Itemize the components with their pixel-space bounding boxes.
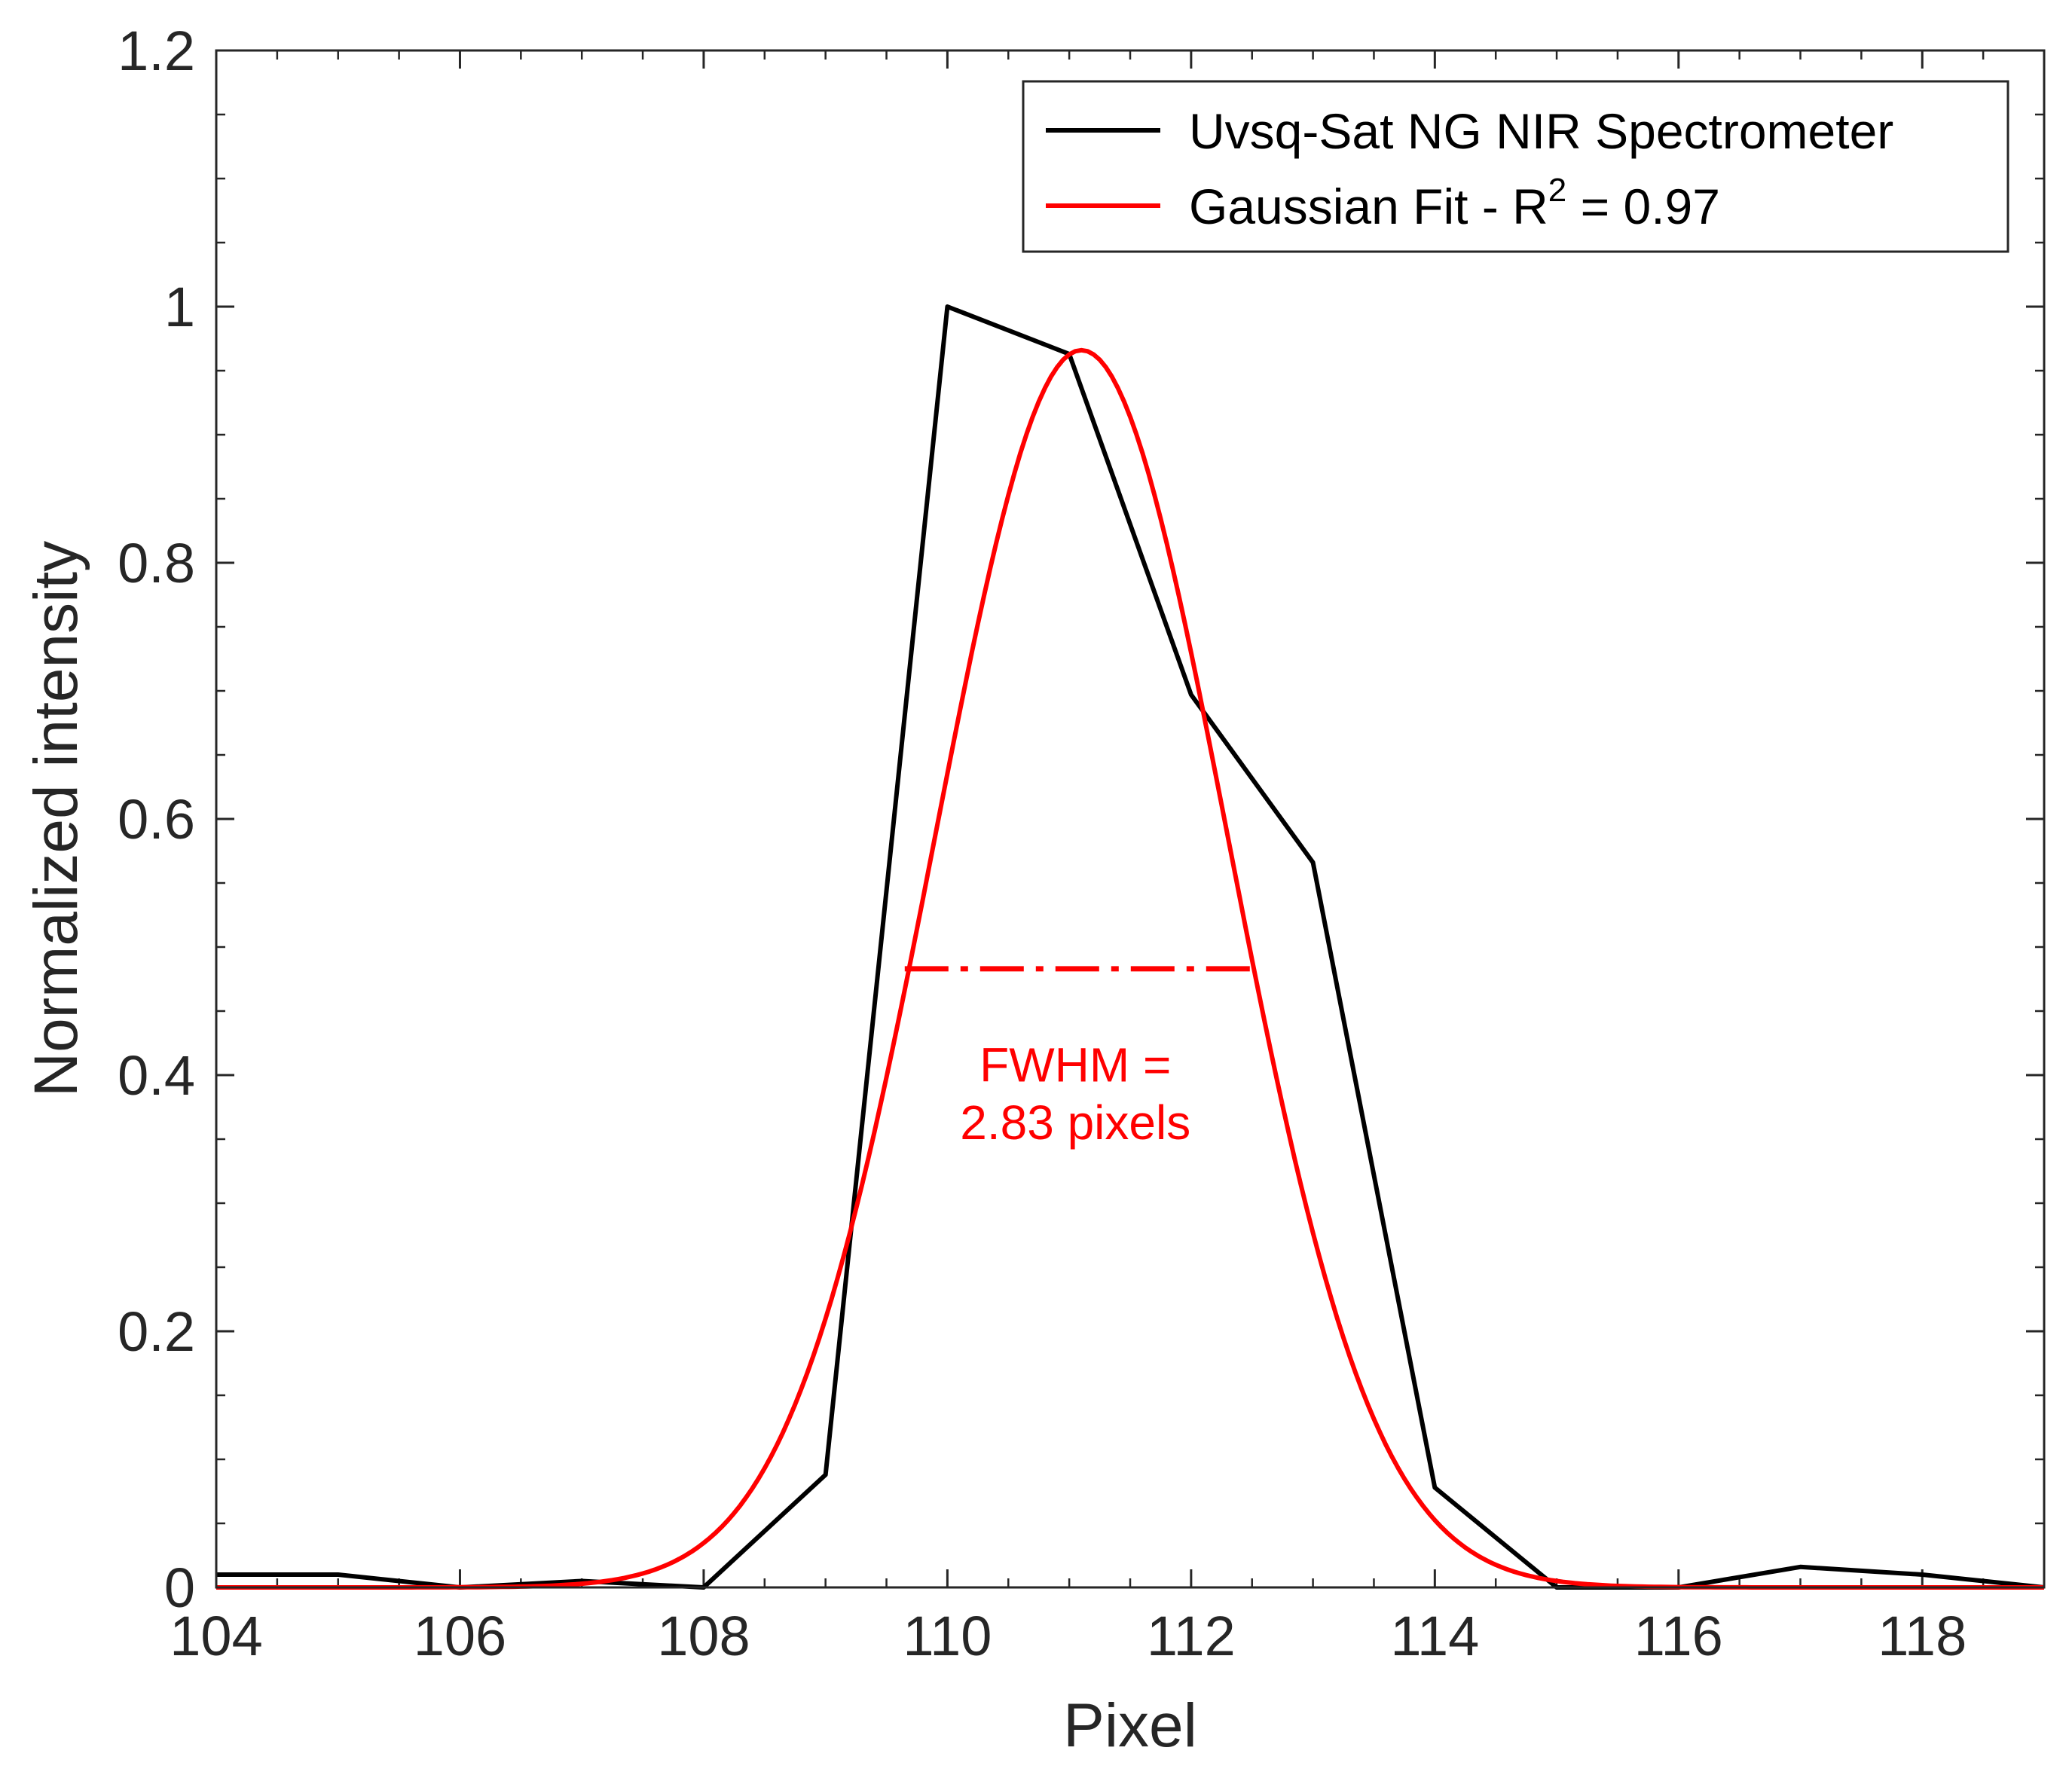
legend: Uvsq-Sat NG NIR Spectrometer Gaussian Fi… [1022,80,2009,253]
x-tick-label: 110 [903,1605,992,1667]
x-axis-label: Pixel [1063,1691,1197,1760]
y-tick-label: 0 [164,1557,195,1619]
legend-label-gaussian-fit-text: Gaussian Fit - R [1189,179,1548,234]
x-tick-label: 106 [414,1605,506,1667]
y-tick-label: 0.4 [118,1044,195,1107]
y-tick-label: 0.6 [118,788,195,851]
annotation-layer: FWHM =2.83 pixels [904,966,1258,1150]
x-tick-label: 112 [1147,1605,1236,1667]
x-tick-label: 118 [1878,1605,1967,1667]
y-tick-label: 0.8 [118,532,195,594]
legend-label-gaussian-fit-superscript: 2 [1548,172,1566,209]
plot-area-frame [215,49,2046,1589]
x-tick-label: 108 [657,1605,750,1667]
fwhm-label-line1: FWHM = [979,1038,1171,1092]
x-tick-label: 104 [170,1605,262,1667]
y-tick-label: 1.2 [118,20,195,82]
x-tick-label: 114 [1390,1605,1479,1667]
y-tick-label: 1 [164,276,195,338]
y-axis-label: Normalized intensity [22,541,90,1097]
tick-labels: 104 106 108 110 112 114 116 118 0 0.2 0.4 0.6 0.8 1 1.… [118,20,1967,1667]
x-tick-label: 116 [1634,1605,1723,1667]
legend-label-gaussian-fit: Gaussian Fit - R2 = 0.97 [1189,172,1720,234]
legend-label-gaussian-fit-suffix: = 0.97 [1566,179,1720,234]
series-spectrometer-line [216,304,2045,1590]
fwhm-label-line2: 2.83 pixels [960,1095,1190,1150]
legend-box [1022,80,2009,253]
legend-label-spectrometer: Uvsq-Sat NG NIR Spectrometer [1189,103,1893,159]
y-tick-label: 0.2 [118,1300,195,1363]
